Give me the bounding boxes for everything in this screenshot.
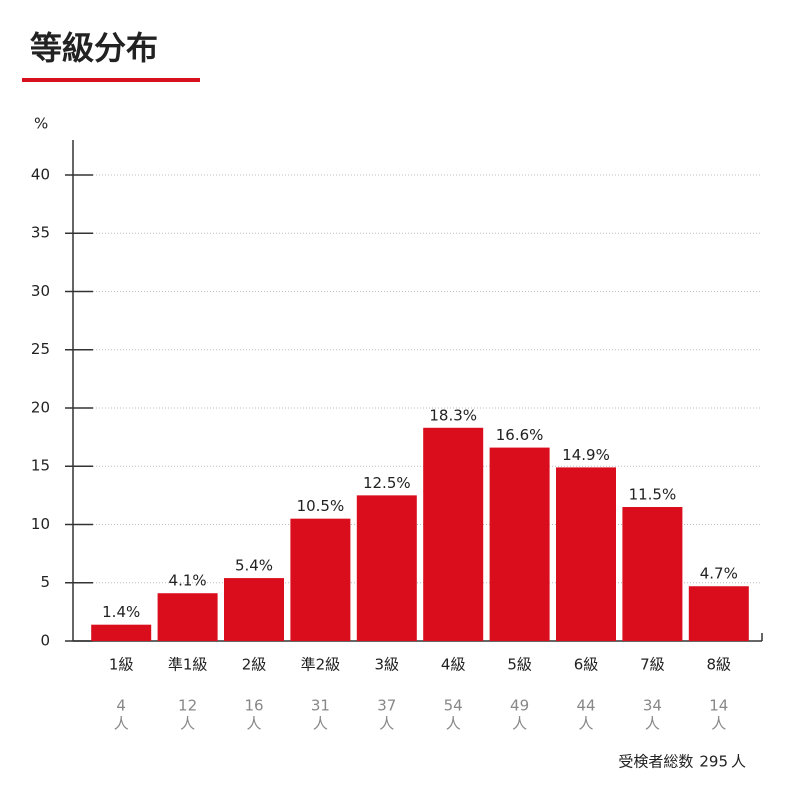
x-tick-label: 準1級 (168, 656, 208, 674)
value-label: 10.5% (297, 497, 345, 515)
count: 14 (709, 697, 728, 715)
count: 37 (377, 697, 396, 715)
y-tick-label: 30 (31, 282, 50, 300)
y-tick-label: 15 (31, 457, 50, 475)
count-unit: 人 (313, 715, 328, 733)
bar (423, 427, 484, 641)
bar (91, 624, 152, 641)
value-label: 11.5% (629, 486, 677, 504)
x-tick-label: 1級 (109, 656, 134, 674)
x-tick-label: 8級 (707, 656, 732, 674)
value-label: 4.7% (700, 565, 738, 583)
count: 4 (116, 697, 126, 715)
x-tick-label: 3級 (375, 656, 400, 674)
y-tick-label: 5 (40, 573, 50, 591)
y-axis-label: % (34, 115, 48, 133)
bar (157, 593, 218, 641)
total: 295 (699, 753, 728, 771)
value-label: 12.5% (363, 474, 411, 492)
count-unit: 人 (114, 715, 129, 733)
x-tick-label: 7級 (640, 656, 665, 674)
x-tick-label: 6級 (574, 656, 599, 674)
count: 31 (311, 697, 330, 715)
y-tick-label: 0 (40, 632, 50, 650)
bar (224, 578, 284, 641)
count: 54 (444, 697, 463, 715)
y-tick-label: 10 (31, 515, 50, 533)
bar (556, 467, 616, 641)
y-tick-label: 40 (31, 165, 50, 183)
bar (356, 495, 417, 641)
count: 49 (510, 697, 529, 715)
count-unit: 人 (180, 715, 195, 733)
count-unit: 人 (512, 715, 527, 733)
value-label: 5.4% (235, 557, 273, 575)
y-tick-label: 20 (31, 398, 50, 416)
total-unit: 人 (731, 753, 746, 771)
count-unit: 人 (578, 715, 593, 733)
chart-title: 等級分布 (30, 29, 158, 67)
count-unit: 人 (446, 715, 461, 733)
total-label: 受検者総数 (618, 753, 693, 771)
value-label: 16.6% (496, 426, 544, 444)
count-unit: 人 (645, 715, 660, 733)
count: 44 (576, 697, 595, 715)
y-tick-label: 35 (31, 224, 50, 242)
bar (622, 507, 683, 641)
x-tick-label: 2級 (242, 656, 267, 674)
x-tick-label: 準2級 (301, 656, 341, 674)
title-underline (22, 78, 200, 82)
count: 34 (643, 697, 662, 715)
bar (290, 518, 351, 641)
value-label: 18.3% (429, 406, 477, 424)
count-unit: 人 (246, 715, 261, 733)
count-unit: 人 (711, 715, 726, 733)
x-tick-label: 5級 (507, 656, 532, 674)
value-label: 14.9% (562, 446, 610, 464)
count-unit: 人 (379, 715, 394, 733)
x-tick-label: 4級 (441, 656, 466, 674)
bar (688, 586, 749, 641)
bar (489, 447, 550, 641)
y-tick-label: 25 (31, 340, 50, 358)
count: 16 (244, 697, 263, 715)
count: 12 (178, 697, 197, 715)
value-label: 4.1% (169, 572, 207, 590)
value-label: 1.4% (102, 603, 140, 621)
